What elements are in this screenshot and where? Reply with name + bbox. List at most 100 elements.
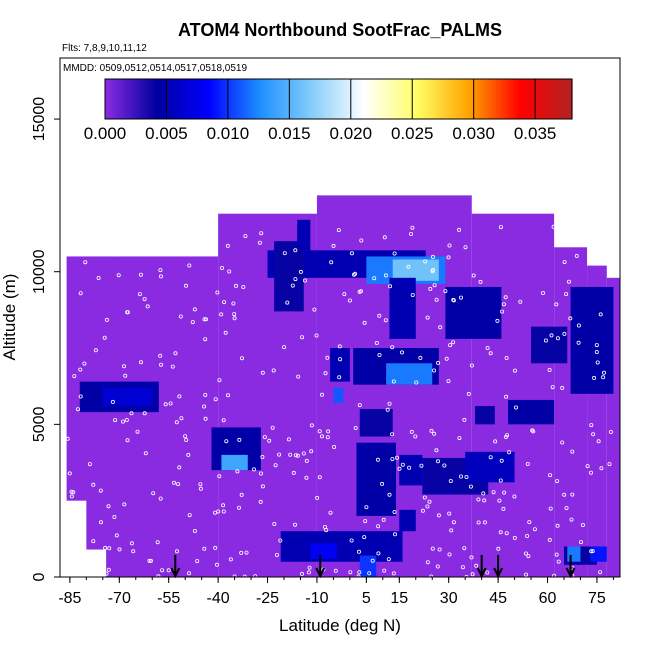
track-point [96, 275, 101, 280]
track-point [598, 312, 603, 317]
colorbar-swatch [436, 79, 440, 119]
track-point [406, 264, 411, 269]
track-point [227, 269, 232, 274]
track-point [448, 478, 453, 483]
track-point [170, 364, 175, 369]
colorbar-swatch [569, 79, 573, 119]
colorbar-swatch [503, 79, 507, 119]
x-tick-label: 75 [588, 590, 606, 607]
heatmap-cell [280, 531, 403, 562]
profile-arrow-head [476, 567, 487, 579]
track-point [447, 243, 452, 248]
heatmap-cell [465, 451, 515, 483]
track-point [183, 283, 188, 288]
track-point [381, 517, 386, 522]
colorbar-swatch [132, 79, 136, 119]
colorbar-swatch [188, 79, 192, 119]
track-point [337, 375, 342, 380]
colorbar-swatch [316, 79, 320, 119]
colorbar-swatch [198, 79, 202, 119]
track-point [87, 462, 92, 467]
track-point [69, 489, 74, 494]
colorbar-swatch [195, 79, 199, 119]
track-point [408, 231, 413, 236]
colorbar-swatch [154, 79, 158, 119]
colorbar-swatch [343, 79, 347, 119]
colorbar-swatch [540, 79, 544, 119]
track-point [488, 351, 493, 356]
track-point [425, 504, 430, 509]
colorbar-swatch [134, 79, 138, 119]
colorbar-swatch [183, 79, 187, 119]
track-point [562, 492, 567, 497]
colorbar-swatch [382, 79, 386, 119]
track-point [448, 343, 453, 348]
track-point [530, 428, 535, 433]
track-point [374, 340, 379, 345]
track-point [129, 541, 134, 546]
track-point [556, 559, 561, 564]
track-point [78, 291, 83, 296]
heatmap-cell [567, 546, 581, 562]
colorbar-swatch [294, 79, 298, 119]
colorbar-swatch [107, 79, 111, 119]
track-point [481, 491, 486, 496]
track-point [198, 482, 203, 487]
track-point [137, 292, 142, 297]
track-point [217, 378, 222, 383]
colorbar-swatch [439, 79, 443, 119]
track-point [362, 320, 367, 325]
track-point [591, 432, 596, 437]
track-point [225, 393, 230, 398]
track-point [531, 429, 536, 434]
colorbar-swatch [151, 79, 155, 119]
track-point [446, 379, 451, 384]
track-point [380, 481, 385, 486]
profile-arrow-head [170, 567, 181, 579]
colorbar-swatch [129, 79, 133, 119]
colorbar-swatch [333, 79, 337, 119]
track-point [476, 520, 481, 525]
track-point [184, 437, 189, 442]
track-point [457, 436, 462, 441]
colorbar-swatch [245, 79, 249, 119]
heatmap-cell [102, 387, 153, 407]
track-point [338, 357, 343, 362]
colorbar-swatch [530, 79, 534, 119]
colorbar-swatch [515, 79, 519, 119]
colorbar-swatch [178, 79, 182, 119]
colorbar-tick-label: 0.025 [391, 124, 434, 143]
track-point [116, 273, 121, 278]
track-point [222, 300, 227, 305]
track-point [239, 492, 244, 497]
colorbar-swatch [277, 79, 281, 119]
colorbar-swatch [136, 79, 141, 119]
track-point [202, 404, 207, 409]
colorbar-swatch [395, 79, 399, 119]
track-point [512, 535, 517, 540]
coverage-cell [471, 213, 555, 577]
track-point [155, 540, 160, 545]
colorbar-swatch [404, 79, 408, 119]
colorbar-swatch [505, 79, 509, 119]
track-point [497, 498, 502, 503]
track-point [512, 494, 517, 499]
track-point [83, 260, 88, 265]
track-point [326, 429, 331, 434]
x-tick-label: -55 [157, 590, 180, 607]
track-point [476, 497, 481, 502]
chart-title: ATOM4 Northbound SootFrac_PALMS [178, 20, 502, 40]
track-point [456, 227, 461, 232]
track-point [98, 488, 103, 493]
track-point [357, 403, 362, 408]
colorbar-swatch [272, 79, 276, 119]
track-point [525, 461, 530, 466]
track-point [168, 401, 173, 406]
colorbar-swatch [456, 79, 460, 119]
track-point [82, 361, 87, 366]
track-point [293, 248, 298, 253]
track-point [524, 572, 529, 577]
track-point [104, 571, 109, 576]
track-point [464, 474, 469, 479]
colorbar-swatch [554, 79, 558, 119]
